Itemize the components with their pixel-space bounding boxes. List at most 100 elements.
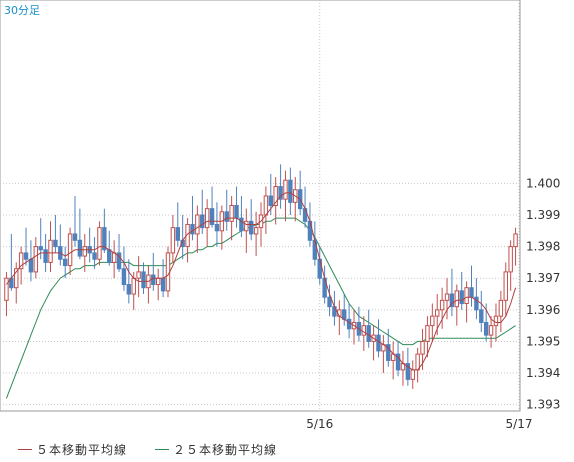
candle-body <box>268 195 274 206</box>
y-axis: 1.393 1.394 1.395 1.396 1.397 1.398 1.399 1.400 <box>526 176 560 411</box>
candle-body <box>131 277 136 295</box>
candle-body <box>18 252 24 270</box>
candle-body <box>82 246 87 257</box>
candle-body <box>28 258 34 273</box>
candle-body <box>107 249 112 263</box>
candle-body <box>67 233 73 267</box>
candle-body <box>469 287 474 298</box>
legend-ma25: ２５本移動平均線 <box>155 441 277 458</box>
candle-body <box>459 290 464 305</box>
y-tick-label: 1.394 <box>526 366 560 380</box>
grid <box>0 0 520 411</box>
candle-body <box>248 220 254 235</box>
y-tick-label: 1.399 <box>526 208 560 222</box>
candle-body <box>376 334 381 352</box>
candle-body <box>141 271 146 289</box>
candle-body <box>77 239 83 257</box>
candle-body <box>195 214 200 235</box>
candle-body <box>160 277 166 292</box>
legend-ma5: ５本移動平均線 <box>18 441 127 458</box>
candle-body <box>493 315 499 327</box>
candle-body <box>126 284 132 295</box>
legend-ma5-swatch <box>18 449 32 450</box>
candle-body <box>239 217 244 232</box>
candle-body <box>204 208 210 229</box>
candle-body <box>513 233 518 248</box>
y-tick-label: 1.398 <box>526 240 560 254</box>
candle-body <box>224 211 229 222</box>
candle-body <box>33 246 39 273</box>
candle-body <box>454 290 460 308</box>
candle-body <box>395 353 401 371</box>
candle-body <box>200 214 205 229</box>
candle-body <box>346 318 352 330</box>
candle-body <box>23 252 29 260</box>
candle-body <box>439 299 445 311</box>
candle-body <box>278 186 283 200</box>
candle-body <box>430 315 435 327</box>
candle-body <box>498 299 504 317</box>
candle-body <box>170 227 176 254</box>
candle-body <box>288 179 293 203</box>
candle-body <box>97 227 102 260</box>
period-label: 30分足 <box>4 4 40 17</box>
candle-body <box>111 252 117 263</box>
candles <box>4 164 518 389</box>
candle-body <box>53 239 58 248</box>
candle-body <box>121 268 127 286</box>
candle-body <box>62 258 68 267</box>
candle-body <box>155 277 161 286</box>
candle-body <box>342 309 347 320</box>
legend-ma25-label: ２５本移動平均線 <box>173 443 278 457</box>
candle-body <box>386 344 391 361</box>
candle-body <box>464 287 469 305</box>
candle-body <box>483 321 489 336</box>
candle-body <box>420 340 425 355</box>
legend-ma25-swatch <box>155 449 169 450</box>
candle-body <box>435 309 440 317</box>
candle-body <box>116 252 122 270</box>
candle-body <box>48 239 53 263</box>
y-tick-label: 1.396 <box>526 303 560 317</box>
candle-body <box>14 268 19 289</box>
candle-body <box>214 223 220 232</box>
x-axis: 5/16 5/17 <box>306 417 532 431</box>
candle-body <box>508 246 513 273</box>
candle-body <box>43 249 48 263</box>
candle-body <box>72 233 78 241</box>
candle-body <box>327 296 332 308</box>
candle-body <box>444 293 450 301</box>
candle-body <box>449 293 455 308</box>
x-tick-label: 5/17 <box>506 417 533 431</box>
candle-body <box>190 223 195 235</box>
plot-area <box>0 0 521 412</box>
candle-body <box>4 277 9 301</box>
candle-body <box>474 296 479 311</box>
candle-body <box>425 325 430 342</box>
legend: ５本移動平均線 ２５本移動平均線 <box>0 437 574 462</box>
candle-body <box>503 271 508 301</box>
y-tick-label: 1.397 <box>526 271 560 285</box>
candle-body <box>229 205 234 222</box>
y-tick-label: 1.393 <box>526 398 560 412</box>
candle-body <box>38 246 43 251</box>
candle-body <box>92 252 97 260</box>
candle-body <box>136 271 141 279</box>
candle-body <box>244 220 249 232</box>
candle-body <box>283 179 288 200</box>
ma5-line <box>6 192 517 371</box>
candle-body <box>102 227 107 251</box>
legend-ma5-label: ５本移動平均線 <box>36 443 128 457</box>
candle-body <box>151 274 156 286</box>
y-tick-label: 1.395 <box>526 334 560 348</box>
candle-body <box>273 186 278 206</box>
candle-body <box>175 227 180 241</box>
candle-body <box>366 325 371 342</box>
candle-body <box>253 227 259 235</box>
candle-body <box>234 205 239 219</box>
candle-body <box>361 325 367 336</box>
candle-body <box>405 363 411 380</box>
candle-body <box>479 309 484 323</box>
candle-body <box>209 208 215 225</box>
